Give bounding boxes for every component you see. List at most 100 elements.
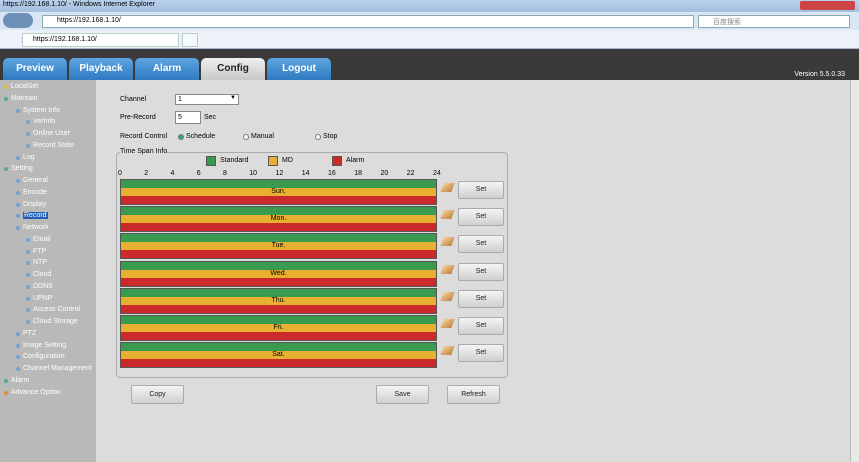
nav-tab[interactable]: Alarm xyxy=(135,58,199,80)
day-row[interactable]: Fri. xyxy=(120,315,437,341)
time-span-box xyxy=(116,152,508,378)
sidebar-item[interactable]: Channel Management xyxy=(23,365,92,372)
radio[interactable] xyxy=(315,134,321,140)
sidebar-item[interactable]: DDNS xyxy=(33,282,53,290)
day-row[interactable]: Thu. xyxy=(120,287,437,314)
md-band xyxy=(121,269,436,278)
channel-label: Channel xyxy=(120,96,147,103)
radio-label[interactable]: Manual xyxy=(251,133,274,140)
alarm-band xyxy=(121,332,436,340)
address-bar[interactable]: https://192.168.1.10/ xyxy=(42,15,694,28)
sidebar-item[interactable]: Image Setting xyxy=(23,341,67,349)
nav-bar: Version 5.5.0.33 Preview Playback Alarm Con… xyxy=(0,49,859,80)
set-button[interactable]: Set xyxy=(458,344,504,363)
sidebar-item[interactable]: Configuration xyxy=(23,353,65,361)
back-forward[interactable] xyxy=(3,13,33,28)
record-control-label: Record Control xyxy=(120,133,168,140)
sidebar-item[interactable]: Log xyxy=(23,153,35,161)
sidebar-item[interactable]: Access Control xyxy=(33,306,81,314)
nav-tab[interactable]: Preview xyxy=(3,58,67,80)
hour-label: 18 xyxy=(354,170,363,177)
browser-tab[interactable]: https://192.168.1.10/ xyxy=(22,33,179,47)
sidebar-item[interactable]: Cloud Storage xyxy=(33,318,78,325)
sidebar-item[interactable]: NTP xyxy=(33,259,47,267)
set-button[interactable]: Set xyxy=(458,262,504,281)
sidebar-icon xyxy=(4,96,8,101)
legend-box[interactable] xyxy=(268,156,278,166)
sidebar-item[interactable]: Advance Option xyxy=(11,388,61,396)
sidebar-item[interactable]: Display xyxy=(23,200,46,208)
nav-tab[interactable]: Logout xyxy=(267,58,331,80)
sidebar-item[interactable]: FTP xyxy=(33,247,47,255)
set-button[interactable]: Set xyxy=(458,235,504,254)
sidebar-item[interactable]: Maintain xyxy=(11,94,38,102)
day-row[interactable]: Wed. xyxy=(120,260,437,287)
search-placeholder: 百度搜索 xyxy=(713,19,741,26)
tab-text: https://192.168.1.10/ xyxy=(33,36,97,43)
sidebar-item[interactable]: LocalSet xyxy=(11,83,39,90)
nav-tab[interactable]: Playback xyxy=(69,58,133,80)
new-tab[interactable] xyxy=(182,33,198,47)
day-row[interactable]: Mon. xyxy=(120,206,437,233)
sidebar-item[interactable]: Encode xyxy=(23,188,47,196)
sidebar-item[interactable]: UPNP xyxy=(33,294,53,302)
set-button[interactable]: Set xyxy=(458,317,504,335)
action-button[interactable]: Save xyxy=(376,385,429,404)
sidebar-item[interactable]: Cloud xyxy=(33,271,52,278)
day-label: Sun. xyxy=(271,188,286,195)
prerecord-label: Pre-Record xyxy=(120,114,156,121)
channel-select[interactable]: 1 ▼ xyxy=(175,94,239,105)
radio[interactable] xyxy=(243,134,249,140)
standard-band xyxy=(121,180,436,188)
action-button[interactable]: Refresh xyxy=(447,385,500,404)
standard-band xyxy=(121,288,436,297)
hour-label: 6 xyxy=(196,170,201,177)
hour-label: 0 xyxy=(118,170,122,177)
standard-band xyxy=(121,234,436,243)
prerecord-value: 5 xyxy=(178,114,182,121)
sidebar-icon xyxy=(16,331,20,336)
action-button[interactable]: Copy xyxy=(131,385,184,404)
scrollbar[interactable] xyxy=(850,80,859,462)
legend-label: Alarm xyxy=(346,157,365,164)
md-band xyxy=(121,215,436,224)
window-controls[interactable] xyxy=(800,1,855,10)
set-button[interactable]: Set xyxy=(458,289,504,308)
sidebar-icon xyxy=(26,261,30,266)
sidebar-icon xyxy=(16,108,20,113)
md-band xyxy=(121,351,436,360)
day-row[interactable]: Tue. xyxy=(120,233,437,260)
day-row[interactable]: Sat. xyxy=(120,342,437,369)
legend-label: MD xyxy=(282,157,293,164)
sidebar-icon xyxy=(4,378,8,383)
sidebar-item[interactable]: General xyxy=(23,177,48,184)
search-box[interactable]: 百度搜索 xyxy=(698,15,850,28)
sidebar-icon xyxy=(26,237,30,242)
day-label: Wed. xyxy=(270,269,287,277)
prerecord-input[interactable]: 5 xyxy=(175,111,201,124)
sidebar-item[interactable]: Email xyxy=(33,235,51,243)
alarm-band xyxy=(121,250,436,259)
set-button[interactable]: Set xyxy=(458,181,504,199)
set-button[interactable]: Set xyxy=(458,208,504,227)
sidebar-item[interactable]: Record xyxy=(23,212,48,220)
sidebar-item[interactable]: Record State xyxy=(33,141,74,149)
sidebar-item[interactable]: PTZ xyxy=(23,329,37,337)
sidebar-item[interactable]: Online User xyxy=(33,130,70,137)
radio-label[interactable]: Stop xyxy=(323,133,338,140)
legend-box[interactable] xyxy=(206,156,216,166)
sidebar-icon xyxy=(16,214,20,219)
sidebar-item[interactable]: Alarm xyxy=(11,376,30,384)
sidebar-item[interactable]: Setting xyxy=(11,165,33,173)
sidebar-item[interactable]: Network xyxy=(23,224,49,231)
day-row[interactable]: Sun. xyxy=(120,179,437,205)
hour-label: 14 xyxy=(301,170,310,177)
sidebar-icon xyxy=(26,320,30,324)
sidebar-item[interactable]: VerInfo xyxy=(33,118,56,126)
sidebar: LocalSet Maintain System Info VerInfo Online… xyxy=(0,80,96,462)
nav-tab[interactable]: Config xyxy=(201,58,265,80)
sidebar-item[interactable]: System Info xyxy=(23,106,60,114)
radio-label[interactable]: Schedule xyxy=(186,133,216,140)
legend-box[interactable] xyxy=(332,156,342,166)
radio[interactable] xyxy=(178,134,184,140)
